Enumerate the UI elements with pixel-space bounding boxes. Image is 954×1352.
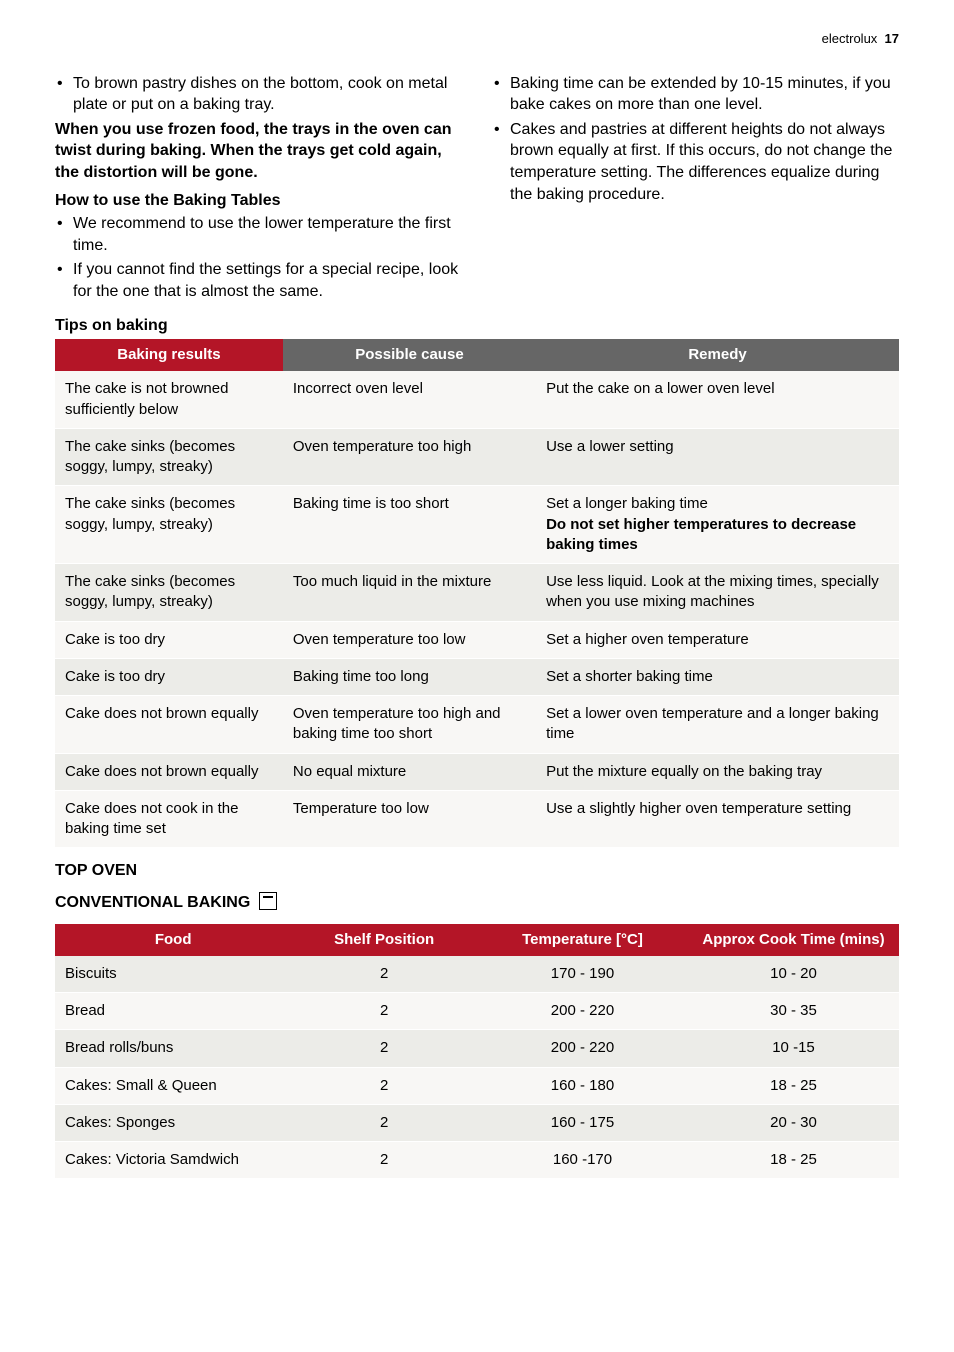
cell-temp: 200 - 220 [477, 993, 688, 1030]
cell-temp: 160 -170 [477, 1142, 688, 1179]
col-header: Remedy [536, 339, 899, 371]
tips-heading: Tips on baking [55, 315, 899, 337]
cell-cause: No equal mixture [283, 753, 536, 790]
frozen-warning: When you use frozen food, the trays in t… [55, 119, 462, 184]
bullet-item: Baking time can be extended by 10-15 min… [492, 73, 899, 116]
cell-result: The cake sinks (becomes soggy, lumpy, st… [55, 564, 283, 622]
table-row: Cakes: Small & Queen2160 - 18018 - 25 [55, 1067, 899, 1104]
cell-cause: Oven temperature too high and baking tim… [283, 696, 536, 754]
table-row: Cake does not cook in the baking time se… [55, 790, 899, 848]
cell-shelf: 2 [291, 1142, 477, 1179]
right-column: Baking time can be extended by 10-15 min… [492, 73, 899, 306]
cell-shelf: 2 [291, 1104, 477, 1141]
table-row: The cake sinks (becomes soggy, lumpy, st… [55, 486, 899, 564]
table-row: Bread2200 - 22030 - 35 [55, 993, 899, 1030]
cell-result: The cake is not browned sufficiently bel… [55, 371, 283, 428]
cell-shelf: 2 [291, 1030, 477, 1067]
cell-time: 18 - 25 [688, 1142, 899, 1179]
cell-result: The cake sinks (becomes soggy, lumpy, st… [55, 428, 283, 486]
cell-food: Cakes: Small & Queen [55, 1067, 291, 1104]
table-row: Cake is too dryOven temperature too lowS… [55, 621, 899, 658]
cell-food: Cakes: Sponges [55, 1104, 291, 1141]
bullet-item: We recommend to use the lower temperatur… [55, 213, 462, 256]
cell-remedy: Set a lower oven temperature and a longe… [536, 696, 899, 754]
intro-columns: To brown pastry dishes on the bottom, co… [55, 73, 899, 306]
brand-label: electrolux [822, 31, 878, 46]
conventional-label: CONVENTIONAL BAKING [55, 894, 250, 911]
cell-remedy: Use a lower setting [536, 428, 899, 486]
cell-food: Cakes: Victoria Samdwich [55, 1142, 291, 1179]
remedy-emphasis: Do not set higher temperatures to decrea… [546, 516, 856, 553]
cell-temp: 200 - 220 [477, 1030, 688, 1067]
cell-food: Bread rolls/buns [55, 1030, 291, 1067]
cell-result: Cake does not brown equally [55, 753, 283, 790]
page-number: 17 [885, 31, 899, 46]
cell-cause: Oven temperature too high [283, 428, 536, 486]
conventional-baking-icon [259, 892, 277, 910]
top-oven-heading: TOP OVEN [55, 860, 899, 882]
cell-cause: Baking time too long [283, 658, 536, 695]
cell-shelf: 2 [291, 1067, 477, 1104]
cell-result: Cake does not brown equally [55, 696, 283, 754]
cell-cause: Baking time is too short [283, 486, 536, 564]
table-row: Cake does not brown equallyNo equal mixt… [55, 753, 899, 790]
cell-temp: 170 - 190 [477, 956, 688, 993]
table-row: Biscuits2170 - 19010 - 20 [55, 956, 899, 993]
cell-result: The cake sinks (becomes soggy, lumpy, st… [55, 486, 283, 564]
cell-result: Cake is too dry [55, 621, 283, 658]
cell-remedy: Put the cake on a lower oven level [536, 371, 899, 428]
table-row: Cakes: Victoria Samdwich2160 -17018 - 25 [55, 1142, 899, 1179]
conventional-heading: CONVENTIONAL BAKING [55, 892, 899, 914]
cell-time: 30 - 35 [688, 993, 899, 1030]
cell-remedy: Use a slightly higher oven temperature s… [536, 790, 899, 848]
col-header: Temperature [°C] [477, 924, 688, 956]
cell-time: 18 - 25 [688, 1067, 899, 1104]
cell-result: Cake does not cook in the baking time se… [55, 790, 283, 848]
table-row: The cake is not browned sufficiently bel… [55, 371, 899, 428]
baking-tips-table: Baking results Possible cause Remedy The… [55, 339, 899, 848]
table-row: Bread rolls/buns2200 - 22010 -15 [55, 1030, 899, 1067]
cell-remedy: Set a shorter baking time [536, 658, 899, 695]
cell-time: 10 - 20 [688, 956, 899, 993]
cell-time: 20 - 30 [688, 1104, 899, 1141]
bullet-item: To brown pastry dishes on the bottom, co… [55, 73, 462, 116]
cell-remedy: Put the mixture equally on the baking tr… [536, 753, 899, 790]
table-row: The cake sinks (becomes soggy, lumpy, st… [55, 428, 899, 486]
left-column: To brown pastry dishes on the bottom, co… [55, 73, 462, 306]
cell-time: 10 -15 [688, 1030, 899, 1067]
cell-cause: Incorrect oven level [283, 371, 536, 428]
cell-remedy: Use less liquid. Look at the mixing time… [536, 564, 899, 622]
col-header: Approx Cook Time (mins) [688, 924, 899, 956]
col-header: Shelf Position [291, 924, 477, 956]
col-header: Food [55, 924, 291, 956]
col-header: Possible cause [283, 339, 536, 371]
cell-food: Bread [55, 993, 291, 1030]
table-row: The cake sinks (becomes soggy, lumpy, st… [55, 564, 899, 622]
cell-remedy: Set a higher oven temperature [536, 621, 899, 658]
bullet-item: Cakes and pastries at different heights … [492, 119, 899, 205]
table-row: Cake is too dryBaking time too longSet a… [55, 658, 899, 695]
cell-cause: Oven temperature too low [283, 621, 536, 658]
bullet-item: If you cannot find the settings for a sp… [55, 259, 462, 302]
cell-food: Biscuits [55, 956, 291, 993]
cell-temp: 160 - 180 [477, 1067, 688, 1104]
cell-cause: Temperature too low [283, 790, 536, 848]
top-oven-table: Food Shelf Position Temperature [°C] App… [55, 924, 899, 1180]
cell-shelf: 2 [291, 993, 477, 1030]
cell-cause: Too much liquid in the mixture [283, 564, 536, 622]
cell-result: Cake is too dry [55, 658, 283, 695]
col-header: Baking results [55, 339, 283, 371]
page-header: electrolux 17 [55, 30, 899, 48]
cell-temp: 160 - 175 [477, 1104, 688, 1141]
table-row: Cakes: Sponges2160 - 17520 - 30 [55, 1104, 899, 1141]
howto-heading: How to use the Baking Tables [55, 190, 462, 212]
cell-shelf: 2 [291, 956, 477, 993]
table-row: Cake does not brown equallyOven temperat… [55, 696, 899, 754]
cell-remedy: Set a longer baking timeDo not set highe… [536, 486, 899, 564]
